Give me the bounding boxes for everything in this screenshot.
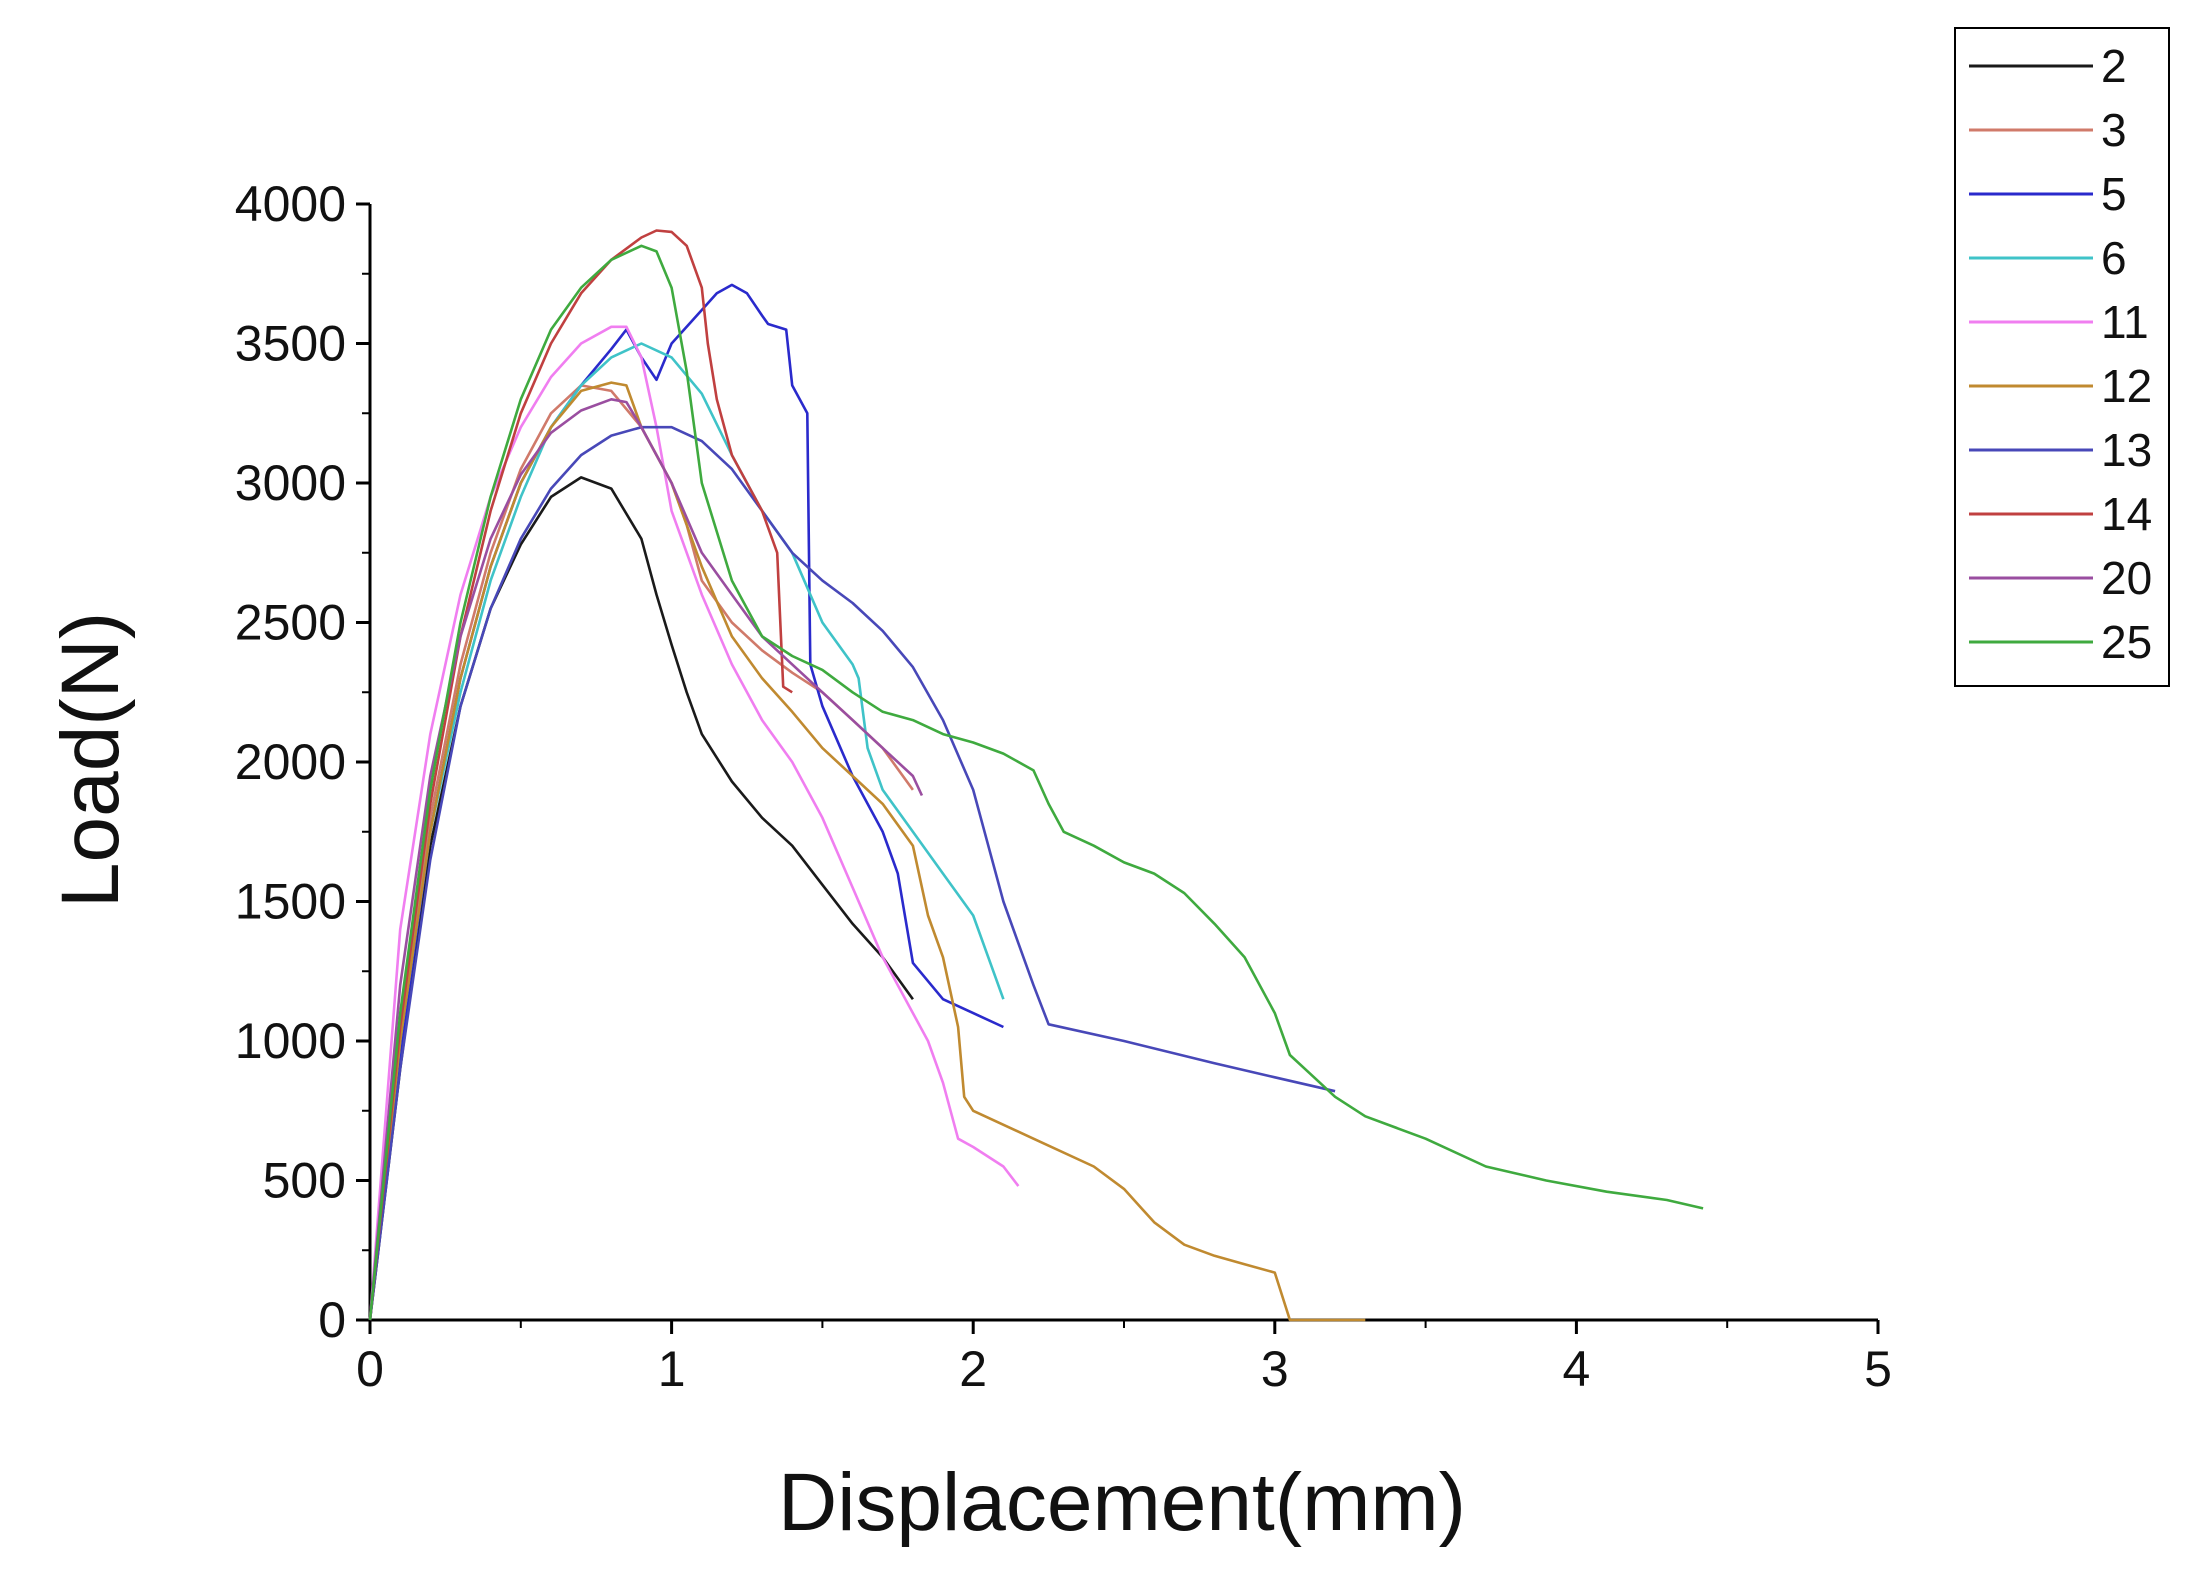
x-tick-label: 3 — [1261, 1341, 1289, 1397]
y-tick-label: 3500 — [235, 316, 346, 372]
x-tick-label: 4 — [1562, 1341, 1590, 1397]
series-line-13 — [368, 425, 1336, 1321]
legend-label-5: 5 — [2101, 168, 2127, 220]
y-tick-label: 0 — [318, 1292, 346, 1348]
legend-label-14: 14 — [2101, 488, 2152, 540]
axes: 0 1 2 3 4 5 0 500 1000 1500 2000 2500 3000 3500 4000 — [235, 176, 1892, 1397]
y-tick-label: 1500 — [235, 874, 346, 930]
y-tick-label: 500 — [263, 1153, 346, 1209]
legend-label-2: 2 — [2101, 40, 2127, 92]
series-line-6 — [368, 342, 1005, 1321]
y-tick-label: 1000 — [235, 1013, 346, 1069]
series-line-11 — [368, 325, 1020, 1321]
series-line-12 — [368, 381, 1366, 1322]
legend-label-11: 11 — [2101, 296, 2149, 348]
series-line-5 — [368, 283, 1004, 1321]
legend-label-6: 6 — [2101, 232, 2127, 284]
y-tick-label: 3000 — [235, 455, 346, 511]
series-line-3 — [368, 384, 914, 1321]
x-tick-label: 5 — [1864, 1341, 1892, 1397]
legend-label-13: 13 — [2101, 424, 2152, 476]
series-line-25 — [368, 244, 1704, 1321]
x-tick-label: 1 — [658, 1341, 686, 1397]
x-tick-label: 2 — [959, 1341, 987, 1397]
y-tick-label: 4000 — [235, 176, 346, 232]
series-line-20 — [368, 398, 924, 1321]
x-axis-title: Displacement(mm) — [778, 1457, 1466, 1548]
legend: 2 3 5 6 11 12 13 14 20 25 — [1954, 27, 2170, 687]
legend-label-20: 20 — [2101, 552, 2152, 604]
legend-box — [1954, 27, 2170, 687]
y-tick-label: 2000 — [235, 734, 346, 790]
legend-label-12: 12 — [2101, 360, 2152, 412]
series-line-2 — [368, 476, 914, 1321]
series-lines — [368, 229, 1704, 1322]
series-line-14 — [368, 229, 793, 1321]
legend-label-3: 3 — [2101, 104, 2127, 156]
legend-label-25: 25 — [2101, 616, 2152, 668]
x-tick-label: 0 — [356, 1341, 384, 1397]
y-axis-title: Load(N) — [45, 612, 136, 908]
y-tick-label: 2500 — [235, 595, 346, 651]
